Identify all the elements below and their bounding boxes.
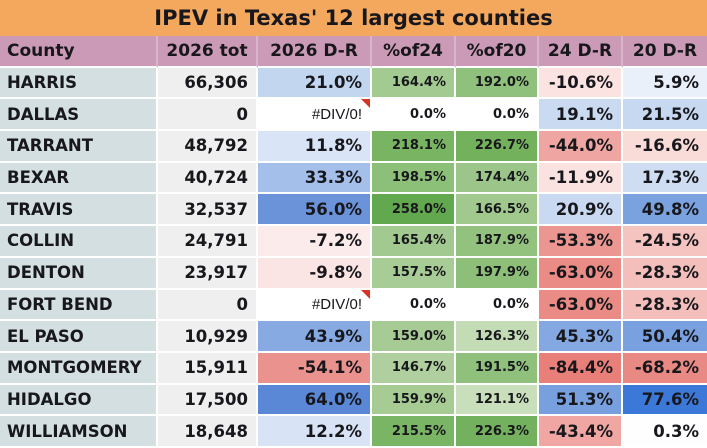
table-cell[interactable]: -63.0%: [539, 289, 623, 322]
table-cell[interactable]: 48,792: [158, 131, 258, 163]
table-cell[interactable]: 187.9%: [456, 226, 539, 258]
table-cell[interactable]: -54.1%: [258, 352, 372, 385]
table-cell[interactable]: 192.0%: [456, 67, 539, 100]
table-cell[interactable]: 198.5%: [372, 162, 456, 195]
table-cell[interactable]: 0: [158, 289, 258, 322]
table-cell[interactable]: 226.7%: [456, 131, 539, 163]
table-cell[interactable]: 33.3%: [258, 162, 372, 195]
county-cell[interactable]: COLLIN: [0, 226, 158, 258]
county-cell[interactable]: TARRANT: [0, 131, 158, 163]
table-cell[interactable]: 174.4%: [456, 162, 539, 195]
table-cell[interactable]: 258.0%: [372, 194, 456, 227]
column-header-24-d-r[interactable]: 24 D-R: [539, 36, 623, 68]
table-cell[interactable]: 0.0%: [456, 99, 539, 132]
table-cell[interactable]: 66,306: [158, 67, 258, 100]
table-cell[interactable]: 197.9%: [456, 257, 539, 290]
table-cell[interactable]: -84.4%: [539, 352, 623, 385]
table-cell[interactable]: 40,724: [158, 162, 258, 195]
table-cell[interactable]: 11.8%: [258, 131, 372, 163]
table-cell[interactable]: 21.5%: [623, 99, 707, 132]
table-cell[interactable]: 49.8%: [623, 194, 707, 227]
table-cell[interactable]: 165.4%: [372, 226, 456, 258]
table: County 2026 tot 2026 D-R %of24 %of20 24 D-R 20…: [0, 36, 707, 448]
table-cell[interactable]: 19.1%: [539, 99, 623, 132]
table-cell[interactable]: -28.3%: [623, 289, 707, 322]
table-cell[interactable]: 12.2%: [258, 416, 372, 448]
table-cell[interactable]: 218.1%: [372, 131, 456, 163]
error-indicator-icon: [361, 289, 370, 299]
table-cell[interactable]: -63.0%: [539, 257, 623, 290]
table-cell[interactable]: 191.5%: [456, 352, 539, 385]
column-header-of24[interactable]: %of24: [372, 36, 456, 68]
table-cell[interactable]: -68.2%: [623, 352, 707, 385]
column-header-20-d-r[interactable]: 20 D-R: [623, 36, 707, 68]
table-cell[interactable]: -44.0%: [539, 131, 623, 163]
table-cell[interactable]: -7.2%: [258, 226, 372, 258]
county-cell[interactable]: DENTON: [0, 257, 158, 290]
table-cell[interactable]: 126.3%: [456, 321, 539, 353]
table-cell[interactable]: -11.9%: [539, 162, 623, 195]
county-cell[interactable]: MONTGOMERY: [0, 352, 158, 385]
table-cell[interactable]: 15,911: [158, 352, 258, 385]
table-cell[interactable]: 20.9%: [539, 194, 623, 227]
table-cell[interactable]: -16.6%: [623, 131, 707, 163]
table-cell[interactable]: 215.5%: [372, 416, 456, 448]
county-cell[interactable]: EL PASO: [0, 321, 158, 353]
table-cell[interactable]: -9.8%: [258, 257, 372, 290]
table-cell[interactable]: 32,537: [158, 194, 258, 227]
table-cell[interactable]: 17,500: [158, 384, 258, 417]
county-cell[interactable]: TRAVIS: [0, 194, 158, 227]
error-indicator-icon: [361, 99, 370, 109]
table-cell[interactable]: -10.6%: [539, 67, 623, 100]
table-cell[interactable]: 226.3%: [456, 416, 539, 448]
table-cell[interactable]: 0.3%: [623, 416, 707, 448]
table-cell[interactable]: 43.9%: [258, 321, 372, 353]
table-cell[interactable]: 166.5%: [456, 194, 539, 227]
county-cell[interactable]: WILLIAMSON: [0, 416, 158, 448]
county-cell[interactable]: FORT BEND: [0, 289, 158, 322]
county-cell[interactable]: HARRIS: [0, 67, 158, 100]
table-cell[interactable]: -43.4%: [539, 416, 623, 448]
county-cell[interactable]: DALLAS: [0, 99, 158, 132]
table-cell[interactable]: 56.0%: [258, 194, 372, 227]
column-header-county[interactable]: County: [0, 36, 158, 68]
table-cell[interactable]: 23,917: [158, 257, 258, 290]
column-header-of20[interactable]: %of20: [456, 36, 539, 68]
table-cell[interactable]: 50.4%: [623, 321, 707, 353]
table-cell[interactable]: 51.3%: [539, 384, 623, 417]
table-cell[interactable]: 146.7%: [372, 352, 456, 385]
table-cell[interactable]: -53.3%: [539, 226, 623, 258]
table-cell[interactable]: 0.0%: [372, 99, 456, 132]
table-cell[interactable]: 5.9%: [623, 67, 707, 100]
county-cell[interactable]: HIDALGO: [0, 384, 158, 417]
table-cell[interactable]: 0.0%: [372, 289, 456, 322]
table-cell[interactable]: 164.4%: [372, 67, 456, 100]
table-cell[interactable]: -24.5%: [623, 226, 707, 258]
table-cell[interactable]: 64.0%: [258, 384, 372, 417]
table-cell[interactable]: 0.0%: [456, 289, 539, 322]
county-cell[interactable]: BEXAR: [0, 162, 158, 195]
table-cell[interactable]: 24,791: [158, 226, 258, 258]
table-cell[interactable]: -28.3%: [623, 257, 707, 290]
table-cell[interactable]: 159.0%: [372, 321, 456, 353]
table-cell[interactable]: #DIV/0!: [258, 289, 372, 322]
table-cell[interactable]: #DIV/0!: [258, 99, 372, 132]
table-cell[interactable]: 21.0%: [258, 67, 372, 100]
column-header-2026-d-r[interactable]: 2026 D-R: [258, 36, 372, 68]
table-cell[interactable]: 159.9%: [372, 384, 456, 417]
table-cell[interactable]: 121.1%: [456, 384, 539, 417]
page-title: IPEV in Texas' 12 largest counties: [154, 6, 553, 30]
title-bar[interactable]: IPEV in Texas' 12 largest counties: [0, 0, 707, 36]
table-cell[interactable]: 0: [158, 99, 258, 132]
table-cell[interactable]: 17.3%: [623, 162, 707, 195]
column-header-2026-tot[interactable]: 2026 tot: [158, 36, 258, 68]
table-cell[interactable]: 77.6%: [623, 384, 707, 417]
table-cell[interactable]: 157.5%: [372, 257, 456, 290]
table-cell[interactable]: 18,648: [158, 416, 258, 448]
table-cell[interactable]: 10,929: [158, 321, 258, 353]
table-cell[interactable]: 45.3%: [539, 321, 623, 353]
